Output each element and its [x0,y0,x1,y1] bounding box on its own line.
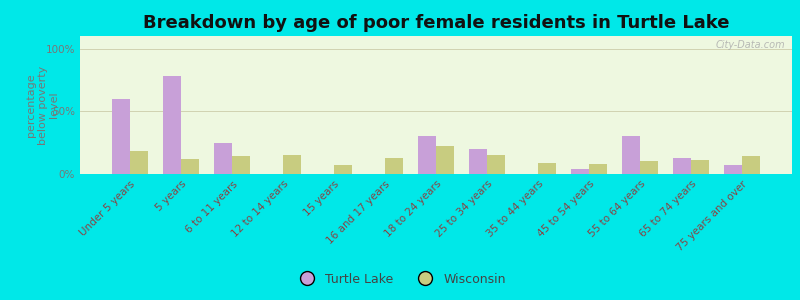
Bar [334,165,352,174]
Bar [385,158,403,174]
Bar [673,158,691,174]
Text: City-Data.com: City-Data.com [715,40,785,50]
Bar [469,149,487,174]
Bar [130,152,148,174]
Bar [487,155,505,174]
Bar [436,146,454,174]
Bar [112,99,130,174]
Bar [214,142,232,174]
Legend: Turtle Lake, Wisconsin: Turtle Lake, Wisconsin [289,268,511,291]
Bar [742,156,760,174]
Bar [589,164,606,174]
Bar [181,159,199,174]
Bar [640,161,658,174]
Bar [571,169,589,174]
Bar [163,76,181,174]
Bar [724,165,742,174]
Bar [622,136,640,174]
Bar [538,163,556,174]
Title: Breakdown by age of poor female residents in Turtle Lake: Breakdown by age of poor female resident… [142,14,730,32]
Y-axis label: percentage
below poverty
level: percentage below poverty level [26,65,59,145]
Bar [691,160,709,174]
Bar [418,136,436,174]
Bar [232,156,250,174]
Bar [283,155,301,174]
